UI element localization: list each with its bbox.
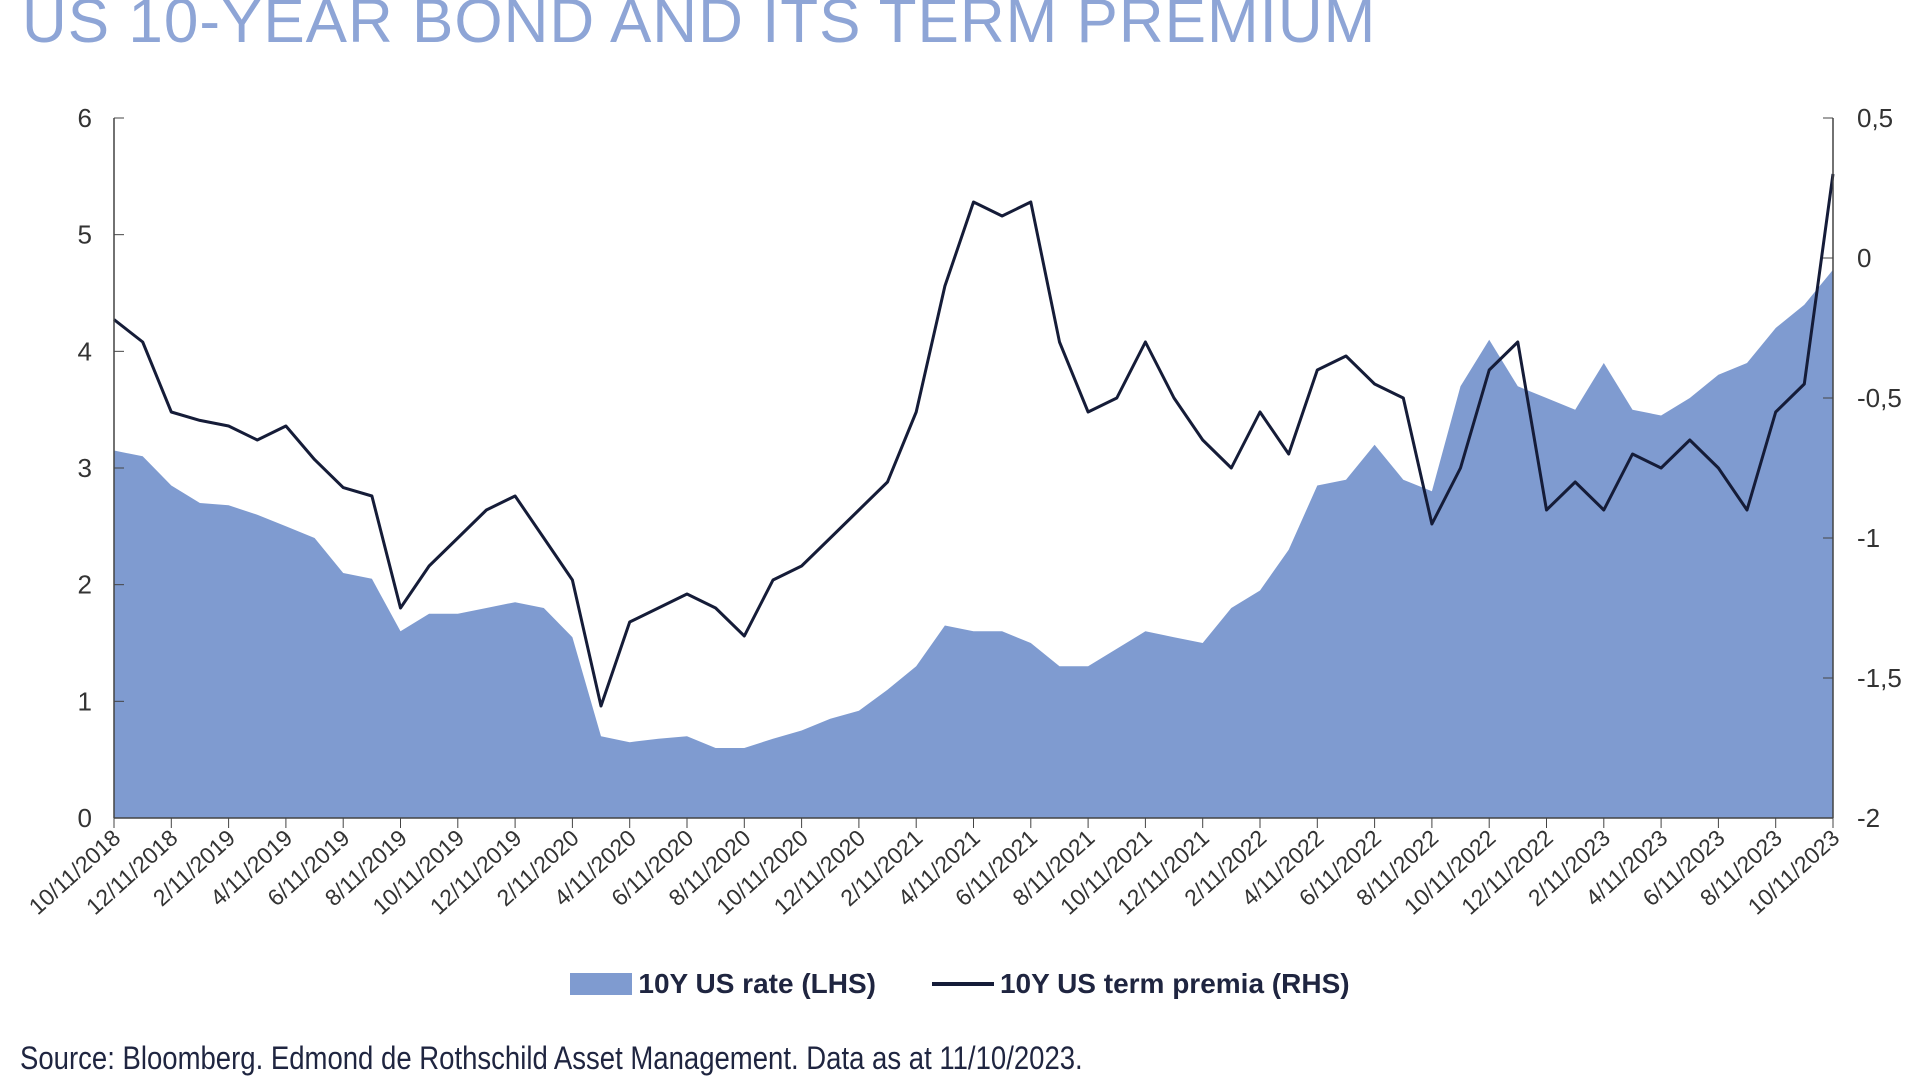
legend: 10Y US rate (LHS) 10Y US term premia (RH… xyxy=(0,968,1920,1000)
y-left-tick-label: 3 xyxy=(78,453,92,483)
y-right-tick-label: -0,5 xyxy=(1857,383,1902,413)
source-note: Source: Bloomberg. Edmond de Rothschild … xyxy=(20,1040,1083,1076)
y-left-tick-label: 5 xyxy=(78,220,92,250)
y-right-tick-label: -1 xyxy=(1857,523,1880,553)
legend-item-premia: 10Y US term premia (RHS) xyxy=(931,968,1350,1000)
line-series-term-premia xyxy=(113,173,1835,708)
y-left-tick-label: 6 xyxy=(78,103,92,133)
area-series-10y-rate xyxy=(114,269,1833,818)
y-left-tick-label: 1 xyxy=(78,686,92,716)
legend-swatch-line xyxy=(931,982,994,986)
y-right-tick-label: 0,5 xyxy=(1857,103,1893,133)
y-right-tick-label: -2 xyxy=(1857,803,1880,833)
legend-label: 10Y US term premia (RHS) xyxy=(999,968,1350,999)
y-left-tick-label: 0 xyxy=(78,803,92,833)
legend-label: 10Y US rate (LHS) xyxy=(638,968,876,999)
y-left-tick-label: 2 xyxy=(78,570,92,600)
chart-title: US 10-YEAR BOND AND ITS TERM PREMIUM xyxy=(22,0,1377,56)
y-right-tick-label: -1,5 xyxy=(1857,663,1902,693)
y-right-tick-label: 0 xyxy=(1857,243,1871,273)
legend-item-rate: 10Y US rate (LHS) xyxy=(570,968,876,1000)
y-left-tick-label: 4 xyxy=(78,336,92,366)
legend-swatch-area xyxy=(570,973,633,995)
